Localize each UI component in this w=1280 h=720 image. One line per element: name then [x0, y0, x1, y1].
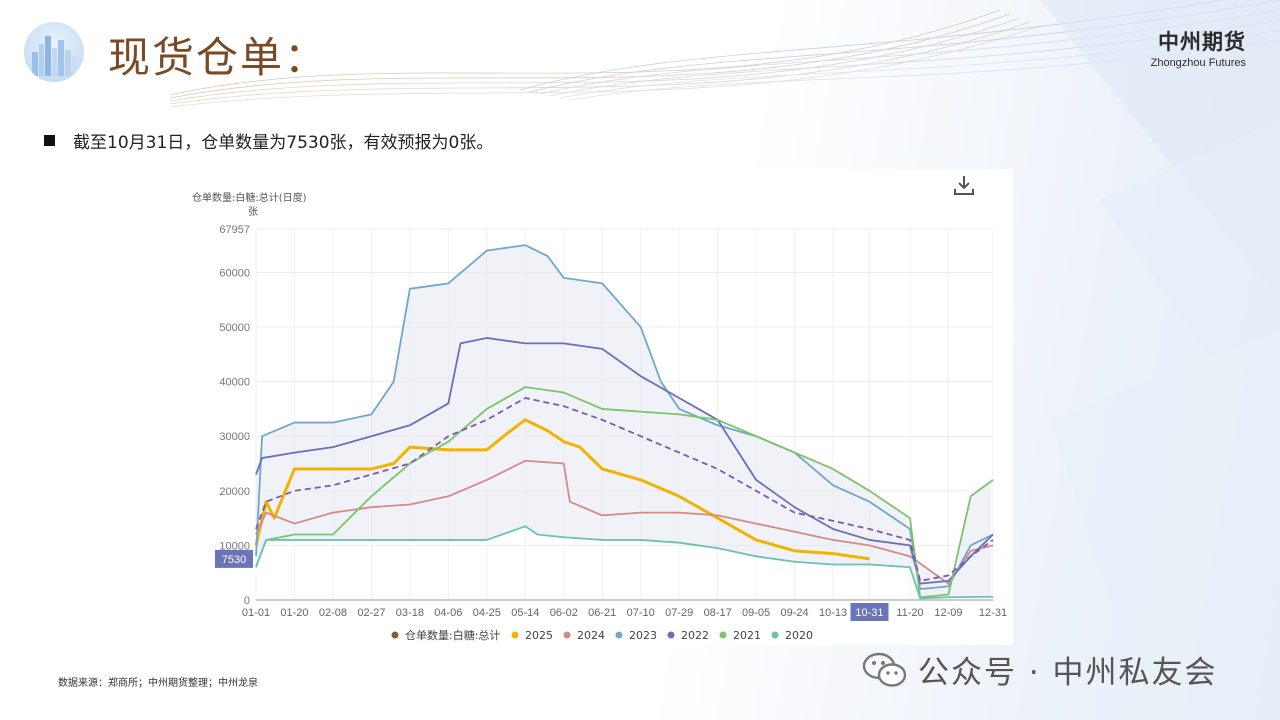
bullet-square-icon: [44, 135, 55, 146]
y-tick-label: 50000: [219, 322, 250, 334]
y-tick-label: 20000: [219, 486, 250, 498]
x-tick-label: 12-31: [979, 607, 1007, 619]
legend-marker-仓单数量:白糖:总计: [391, 631, 399, 639]
series-line-2023: [255, 244, 994, 590]
series-line-2022: [255, 337, 994, 585]
x-tick-label: 07-10: [627, 607, 655, 619]
y-tick-label: 30000: [219, 431, 250, 443]
x-tick-label: 04-06: [434, 607, 462, 619]
x-tick-label: 04-25: [473, 607, 501, 619]
x-tick-label: 02-08: [319, 607, 347, 619]
brand-name-en: Zhongzhou Futures: [1150, 57, 1246, 69]
series-line-仓单数量:白糖:总计: [255, 397, 994, 582]
data-source-note: 数据来源：郑商所；中州期货整理；中州龙泉: [58, 678, 258, 689]
x-tick-label: 01-20: [280, 607, 308, 619]
x-tick-label: 12-09: [934, 607, 962, 619]
legend-marker-2024: [563, 631, 571, 639]
legend-marker-2020: [771, 631, 779, 639]
chart-svg: 0 10000 20000 30000 40000 50000 60000 67957 01-0…: [192, 191, 1007, 642]
y-highlight-label: 7530: [222, 554, 246, 566]
wechat-account-text: 公众号 · 中州私友会: [918, 655, 1218, 691]
min-max-range-band: [256, 245, 991, 599]
y-tick-label: 67957: [219, 224, 250, 236]
y-tick-label: 40000: [219, 377, 250, 389]
legend-label-2023: 2023: [629, 629, 657, 642]
city-logo-icon: [24, 22, 84, 82]
wechat-icon: [862, 652, 907, 687]
x-tick-label: 05-14: [511, 607, 539, 619]
x-tick-label: 09-24: [781, 607, 809, 619]
brand-logo: 中州期货 Zhongzhou Futures: [1151, 26, 1246, 69]
y-axis-unit-label: 张: [248, 206, 258, 218]
wechat-account-badge: 公众号 · 中州私友会: [862, 647, 1218, 692]
legend-label-仓单数量:白糖:总计: 仓单数量:白糖:总计: [405, 628, 500, 642]
summary-text: 截至10月31日，仓单数量为7530张，有效预报为0张。: [73, 133, 494, 153]
x-tick-label: 01-01: [242, 607, 270, 619]
y-tick-label: 10000: [219, 540, 250, 552]
x-tick-label: 11-20: [896, 607, 923, 619]
x-tick-label: 10-13: [819, 607, 847, 619]
y-highlight-badge: [215, 549, 253, 568]
legend-label-2022: 2022: [681, 629, 709, 642]
x-tick-label: 06-21: [588, 607, 616, 619]
x-tick-label: 08-17: [704, 607, 732, 619]
y-tick-label: 60000: [219, 267, 250, 279]
legend-label-2024: 2024: [577, 629, 605, 642]
brand-name-cn: 中州期货: [1158, 30, 1246, 54]
chart-title: 仓单数量:白糖:总计(日度): [192, 191, 307, 204]
x-tick-label: 06-02: [550, 607, 578, 619]
x-tick-label: 09-05: [742, 607, 770, 619]
x-tick-label: 07-29: [665, 607, 693, 619]
series-line-2020: [255, 525, 994, 600]
page-title: 现货仓单：: [108, 33, 329, 82]
y-tick-label: 0: [244, 595, 250, 607]
x-tick-label: 02-27: [357, 607, 385, 619]
legend-label-2020: 2020: [785, 629, 813, 642]
legend-label-2021: 2021: [733, 629, 761, 642]
legend-marker-2025: [511, 631, 519, 639]
x-highlight-badge: [850, 603, 889, 621]
legend-marker-2021: [719, 631, 727, 639]
legend-marker-2022: [667, 631, 675, 639]
x-highlight-label: 10-31: [855, 607, 883, 619]
series-line-2021: [255, 386, 994, 599]
summary-bullet: 截至10月31日，仓单数量为7530张，有效预报为0张。: [44, 128, 493, 153]
x-tick-label: 03-18: [396, 607, 424, 619]
series-line-2025: [254, 418, 870, 561]
download-icon[interactable]: [952, 173, 976, 197]
warehouse-receipt-chart: 0 10000 20000 30000 40000 50000 60000 67957 01-0…: [180, 169, 1013, 645]
legend-label-2025: 2025: [525, 629, 553, 642]
legend-marker-2023: [615, 631, 623, 639]
